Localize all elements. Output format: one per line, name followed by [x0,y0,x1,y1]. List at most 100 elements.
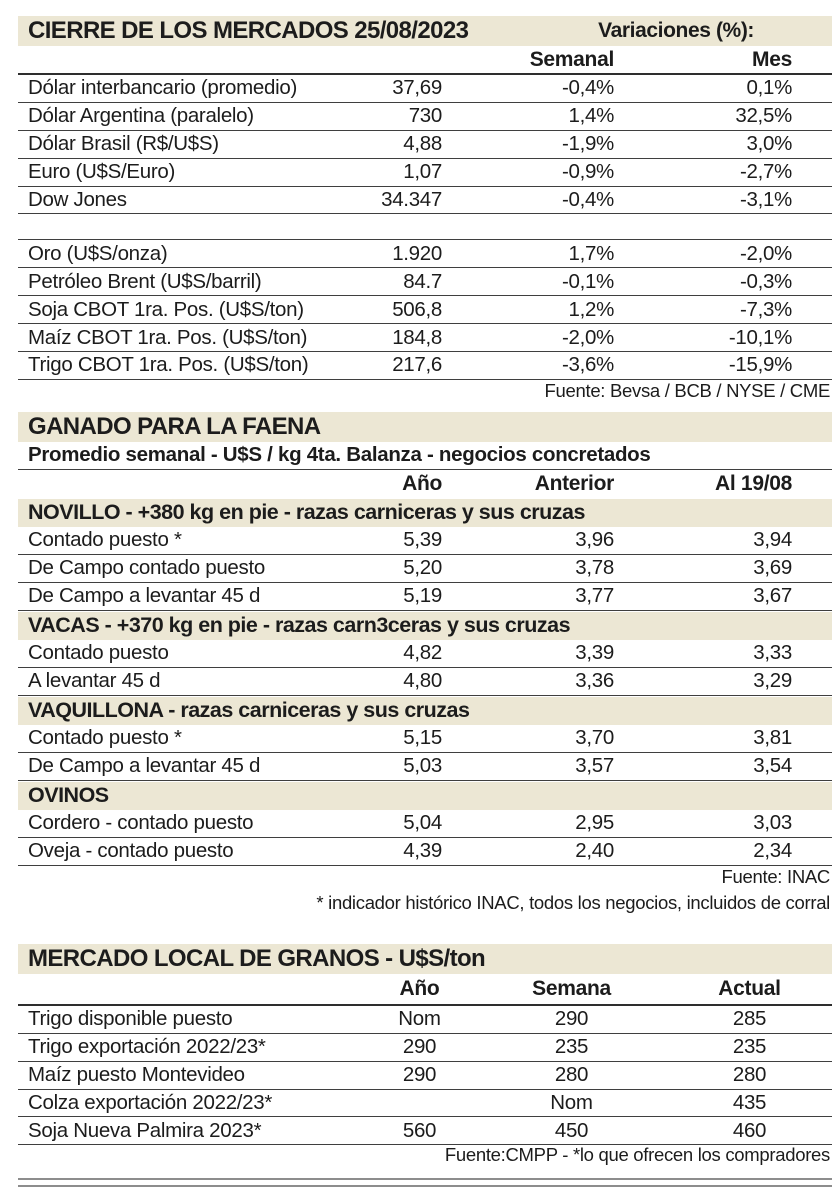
row-al: 3,54 [753,754,792,778]
table-row: Soja Nueva Palmira 2023* 560 450 460 [18,1117,832,1146]
row-ano: 5,03 [403,754,442,778]
row-value: 37,69 [392,76,442,100]
row-ano: 4,80 [403,669,442,693]
row-label: De Campo a levantar 45 d [28,754,261,778]
row-anterior: 3,57 [575,754,614,778]
bottom-double-rule [18,1178,832,1188]
cattle-subtitle: Promedio semanal - U$S / kg 4ta. Balanza… [18,442,832,470]
row-label: De Campo contado puesto [28,556,265,580]
row-actual: 285 [732,1007,767,1031]
row-semanal: -0,4% [561,76,614,100]
row-semana: 280 [554,1063,589,1087]
table-row: Dólar Argentina (paralelo) 730 1,4% 32,5… [18,103,832,131]
grains-header-band: MERCADO LOCAL DE GRANOS - U$S/ton [18,943,832,974]
row-mes: 0,1% [746,76,792,100]
cattle-col-al: Al 19/08 [715,471,792,495]
row-al: 3,81 [753,726,792,750]
cattle-col-ano: Año [402,471,442,495]
row-semanal: -0,1% [561,269,614,293]
row-label: Trigo exportación 2022/23* [28,1035,266,1059]
row-ano: 5,04 [403,811,442,835]
row-ano: 5,15 [403,726,442,750]
row-value: 34.347 [381,188,442,211]
row-anterior: 3,78 [575,556,614,580]
row-label: Dólar Brasil (R$/U$S) [28,132,219,156]
row-mes: -10,1% [728,325,792,349]
row-anterior: 3,39 [575,641,614,665]
row-label: Colza exportación 2022/23* [28,1091,273,1115]
table-row: Dow Jones 34.347 -0,4% -3,1% [18,187,832,215]
row-semanal: -3,6% [561,353,614,377]
row-anterior: 2,95 [575,811,614,835]
row-label: Contado puesto * [28,528,182,552]
table-row: Contado puesto * 5,39 3,96 3,94 [18,527,832,555]
row-label: Soja CBOT 1ra. Pos. (U$S/ton) [28,297,304,321]
row-semanal: 1,2% [568,297,614,321]
blank-separator-row [18,214,832,241]
row-semanal: -1,9% [561,132,614,156]
group-header-vacas: VACAS - +370 kg en pie - razas carn3cera… [18,611,832,640]
row-value: 1.920 [392,241,442,265]
grains-column-headers: Año Semana Actual [18,974,832,1006]
row-value: 217,6 [392,353,442,377]
row-actual: 460 [732,1118,767,1142]
row-label: Dólar Argentina (paralelo) [28,104,254,128]
row-ano: 560 [402,1118,437,1142]
row-mes: -3,1% [739,188,792,211]
row-actual: 435 [732,1091,767,1115]
row-actual: 235 [732,1035,767,1059]
row-al: 3,94 [753,528,792,552]
row-al: 3,69 [753,556,792,580]
row-label: Dólar interbancario (promedio) [28,76,298,100]
cattle-footnote: * indicador histórico INAC, todos los ne… [316,891,830,913]
row-value: 730 [408,104,443,128]
table-row: De Campo a levantar 45 d 5,19 3,77 3,67 [18,583,832,611]
row-semana: 450 [554,1118,589,1142]
row-anterior: 3,70 [575,726,614,750]
row-label: Oro (U$S/onza) [28,241,168,265]
table-row: Trigo disponible puesto Nom 290 285 [18,1006,832,1034]
grains-col-actual: Actual [718,976,781,1000]
table-row: Oveja - contado puesto 4,39 2,40 2,34 [18,838,832,866]
row-value: 1,07 [403,160,442,184]
row-al: 3,03 [753,811,792,835]
row-anterior: 3,96 [575,528,614,552]
row-al: 3,67 [753,584,792,608]
grains-title: MERCADO LOCAL DE GRANOS - U$S/ton [28,944,486,972]
row-label: Maíz puesto Montevideo [28,1063,245,1087]
table-row: Euro (U$S/Euro) 1,07 -0,9% -2,7% [18,159,832,187]
row-ano: 4,39 [403,839,442,863]
row-semana: Nom [550,1091,593,1115]
markets-source: Fuente: Bevsa / BCB / NYSE / CME [544,379,831,401]
row-ano: 5,39 [403,528,442,552]
row-label: Oveja - contado puesto [28,839,234,863]
row-al: 3,29 [753,669,792,693]
table-row: Contado puesto * 5,15 3,70 3,81 [18,725,832,753]
table-row: Dólar Brasil (R$/U$S) 4,88 -1,9% 3,0% [18,131,832,159]
row-semana: 290 [554,1007,589,1031]
table-row: Maíz CBOT 1ra. Pos. (U$S/ton) 184,8 -2,0… [18,324,832,353]
row-label: Dow Jones [28,188,127,211]
row-label: Petróleo Brent (U$S/barril) [28,269,262,293]
markets-column-headers: Semanal Mes [18,46,832,75]
group-header-vaquillona: VAQUILLONA - razas carniceras y sus cruz… [18,696,832,725]
row-mes: -7,3% [739,297,792,321]
row-semanal: -2,0% [561,325,614,349]
row-semana: 235 [554,1035,589,1059]
row-value: 4,88 [403,132,442,156]
row-semanal: -0,9% [561,160,614,184]
row-label: Contado puesto [28,641,169,665]
row-label: Trigo disponible puesto [28,1007,233,1031]
row-mes: 3,0% [746,132,792,156]
row-semanal: 1,7% [568,241,614,265]
cattle-section: GANADO PARA LA FAENA Promedio semanal - … [18,411,832,918]
variations-label: Variaciones (%): [598,19,754,42]
row-ano: 290 [402,1035,437,1059]
cattle-col-anterior: Anterior [534,471,615,495]
row-al: 2,34 [753,839,792,863]
markets-title: CIERRE DE LOS MERCADOS 25/08/2023 [28,17,469,44]
cattle-title: GANADO PARA LA FAENA [28,412,321,440]
markets-col-mes: Mes [752,47,792,71]
table-row: De Campo contado puesto 5,20 3,78 3,69 [18,555,832,583]
